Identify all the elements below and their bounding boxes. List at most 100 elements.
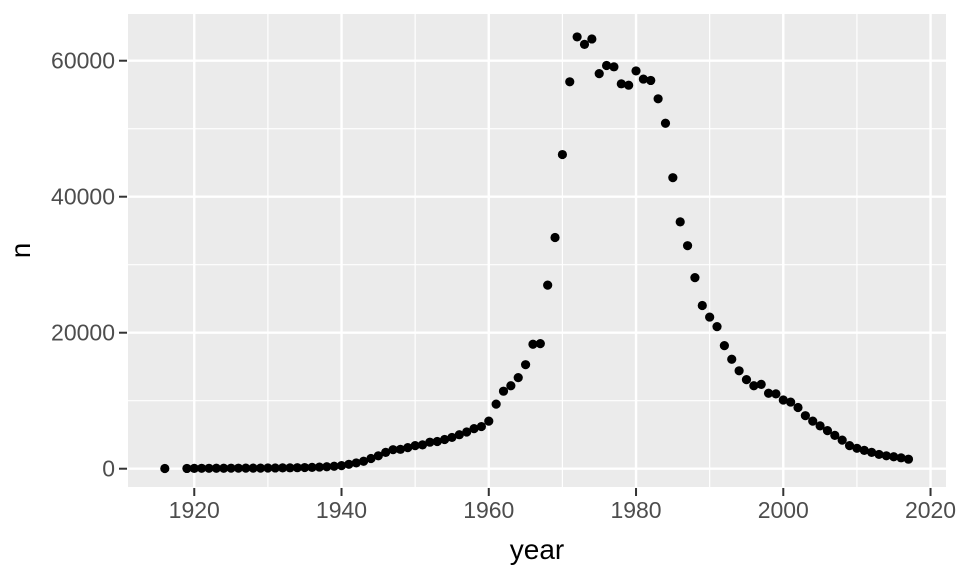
data-point	[373, 451, 383, 461]
data-point	[867, 447, 877, 457]
y-tick-label-20000: 20000	[51, 320, 115, 346]
data-point	[513, 372, 523, 383]
data-point	[675, 217, 685, 227]
data-point	[565, 77, 575, 87]
data-point	[226, 463, 236, 473]
data-point	[506, 381, 516, 391]
data-point	[314, 462, 325, 472]
data-point	[587, 34, 597, 44]
data-point	[624, 80, 634, 90]
data-point	[800, 411, 810, 421]
data-point	[668, 173, 678, 183]
data-point	[425, 437, 435, 447]
y-tick-label-60000: 60000	[51, 48, 115, 74]
data-point	[263, 463, 273, 473]
data-point	[329, 461, 339, 471]
data-point	[351, 458, 361, 468]
x-tick-label-2000: 2000	[758, 497, 809, 523]
data-point	[432, 436, 442, 447]
data-point	[874, 449, 884, 460]
x-tick-label-1960: 1960	[463, 497, 514, 523]
data-point	[822, 426, 833, 436]
data-point	[248, 463, 258, 473]
data-point	[278, 463, 288, 473]
y-tick-label-40000: 40000	[51, 184, 115, 210]
data-point	[727, 354, 737, 364]
data-point	[336, 461, 347, 471]
data-point	[653, 94, 663, 104]
data-point	[852, 443, 862, 453]
data-point	[484, 416, 494, 426]
data-point	[690, 273, 700, 283]
data-point	[366, 453, 376, 464]
plot-panel	[128, 14, 946, 487]
data-point	[786, 397, 796, 407]
data-point	[285, 463, 295, 473]
data-point	[631, 66, 641, 76]
data-point	[616, 79, 626, 89]
data-point	[903, 454, 914, 464]
data-point	[344, 459, 354, 469]
data-point	[233, 463, 244, 473]
data-point	[837, 435, 847, 445]
data-point	[734, 366, 744, 376]
data-point	[204, 463, 214, 473]
data-point	[844, 440, 855, 451]
data-point	[300, 462, 310, 473]
data-point	[255, 463, 266, 473]
data-point	[403, 443, 413, 453]
data-point	[498, 386, 509, 396]
data-point	[388, 445, 398, 455]
x-axis-title: year	[510, 534, 564, 565]
data-point	[771, 389, 781, 399]
data-point	[697, 300, 707, 311]
data-point	[601, 60, 612, 71]
data-point	[712, 321, 722, 332]
data-point	[520, 360, 531, 370]
data-point	[609, 62, 619, 72]
data-point	[763, 388, 774, 398]
data-point	[682, 241, 693, 251]
data-point	[469, 423, 479, 434]
data-point	[808, 416, 818, 426]
data-point	[381, 447, 391, 457]
data-point	[881, 451, 891, 461]
data-point	[859, 445, 869, 455]
data-point	[447, 432, 457, 443]
data-point	[579, 39, 590, 49]
data-point	[197, 463, 207, 473]
data-point	[646, 75, 656, 86]
data-point	[491, 399, 501, 409]
data-point	[219, 463, 229, 473]
x-tick-label-1980: 1980	[610, 497, 661, 523]
data-point	[543, 280, 553, 290]
data-point	[211, 463, 221, 473]
data-point	[189, 463, 199, 473]
data-point	[660, 118, 671, 128]
data-point	[462, 427, 472, 437]
data-point	[889, 452, 899, 462]
data-point	[439, 434, 450, 445]
data-point	[241, 463, 251, 473]
data-point	[322, 462, 332, 472]
data-point	[741, 375, 752, 385]
data-point	[395, 444, 406, 454]
data-point	[705, 312, 715, 322]
data-point	[749, 381, 759, 391]
data-point	[417, 440, 428, 450]
y-axis-title: n	[5, 243, 36, 259]
data-point	[528, 339, 538, 349]
data-point	[535, 338, 545, 349]
data-point	[638, 74, 648, 84]
data-point	[292, 463, 302, 473]
data-point	[410, 440, 420, 451]
data-point	[572, 32, 582, 42]
data-point	[550, 232, 560, 243]
x-tick-label-1920: 1920	[169, 497, 220, 523]
data-point	[719, 341, 729, 351]
x-tick-label-2020: 2020	[905, 497, 956, 523]
data-point	[778, 395, 788, 405]
data-point	[270, 463, 280, 473]
